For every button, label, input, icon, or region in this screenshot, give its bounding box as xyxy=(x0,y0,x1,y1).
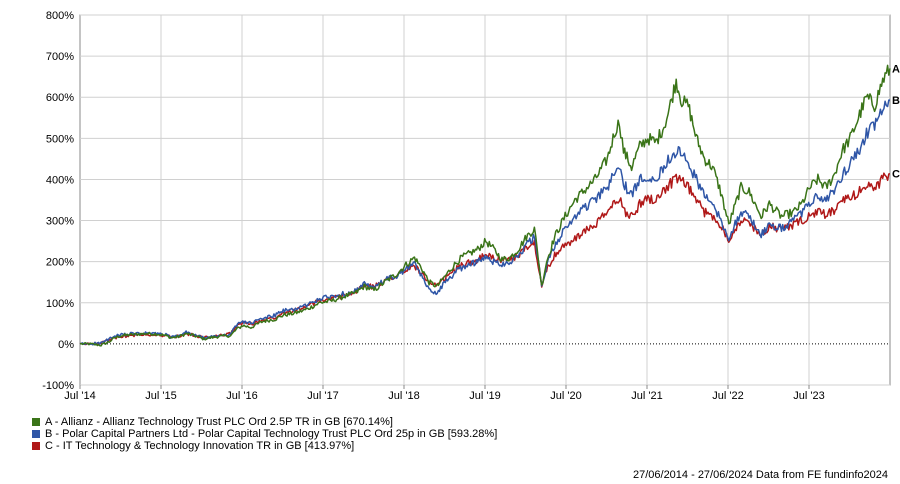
legend-swatch-c xyxy=(32,442,40,450)
y-tick-label: 500% xyxy=(46,133,74,145)
series-lines xyxy=(79,64,891,347)
legend: A - Allianz - Allianz Technology Trust P… xyxy=(32,416,497,452)
series-end-labels: A B C xyxy=(892,63,900,180)
date-range-source-note: 27/06/2014 - 27/06/2024 Data from FE fun… xyxy=(632,469,888,481)
legend-swatch-a xyxy=(32,418,40,426)
y-tick-label: 800% xyxy=(46,10,74,22)
series-end-label-c: C xyxy=(892,169,900,181)
legend-item-c: C - IT Technology & Technology Innovatio… xyxy=(32,440,497,452)
y-tick-label: 0% xyxy=(58,339,74,351)
performance-line-chart: 800%700%600%500%400%300%200%100%0%-100%J… xyxy=(42,10,900,402)
y-tick-label: 700% xyxy=(46,51,74,63)
axis-tick-labels: 800%700%600%500%400%300%200%100%0%-100%J… xyxy=(42,10,825,402)
legend-label-a: A - Allianz - Allianz Technology Trust P… xyxy=(45,416,393,428)
x-tick-label: Jul '20 xyxy=(550,390,581,402)
x-tick-label: Jul '19 xyxy=(469,390,500,402)
x-tick-label: Jul '21 xyxy=(631,390,662,402)
y-tick-label: 200% xyxy=(46,257,74,269)
x-tick-label: Jul '14 xyxy=(64,390,95,402)
y-tick-label: 100% xyxy=(46,298,74,310)
series-end-label-a: A xyxy=(892,63,900,75)
y-tick-label: 300% xyxy=(46,216,74,228)
y-tick-label: 600% xyxy=(46,92,74,104)
x-tick-label: Jul '15 xyxy=(145,390,176,402)
legend-label-b: B - Polar Capital Partners Ltd - Polar C… xyxy=(45,428,498,440)
legend-label-c: C - IT Technology & Technology Innovatio… xyxy=(45,440,355,452)
x-tick-label: Jul '18 xyxy=(388,390,419,402)
legend-item-b: B - Polar Capital Partners Ltd - Polar C… xyxy=(32,428,497,440)
x-tick-label: Jul '22 xyxy=(712,390,743,402)
y-tick-label: -100% xyxy=(42,380,74,392)
legend-swatch-b xyxy=(32,430,40,438)
x-tick-label: Jul '17 xyxy=(307,390,338,402)
y-tick-label: 400% xyxy=(46,174,74,186)
legend-item-a: A - Allianz - Allianz Technology Trust P… xyxy=(32,416,497,428)
grid-lines xyxy=(79,14,891,389)
x-tick-label: Jul '23 xyxy=(793,390,824,402)
series-line-a xyxy=(79,64,891,347)
series-end-label-b: B xyxy=(892,95,900,107)
x-tick-label: Jul '16 xyxy=(226,390,257,402)
